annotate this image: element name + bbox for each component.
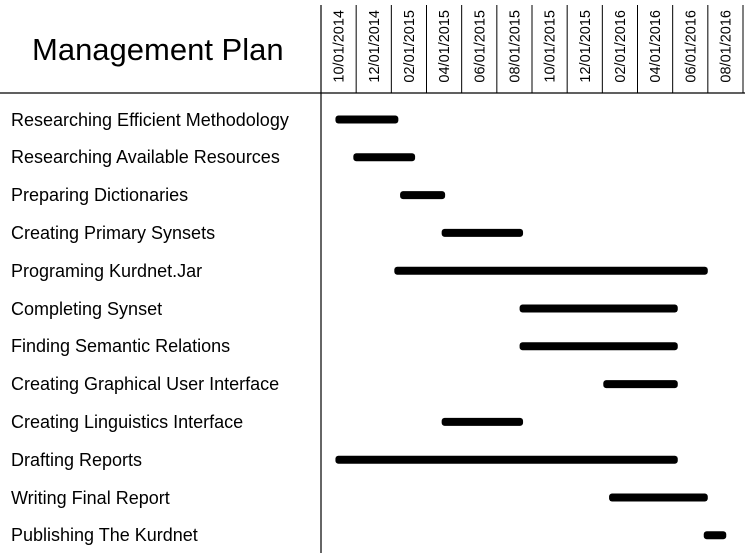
task-label: Finding Semantic Relations — [11, 336, 231, 357]
tick-label: 04/01/2015 — [437, 10, 453, 83]
task-bar — [603, 380, 678, 389]
task-label: Publishing The Kurdnet — [11, 525, 198, 546]
tick-label: 12/01/2015 — [578, 10, 594, 83]
task-label: Drafting Reports — [11, 449, 143, 470]
tick-label: 10/01/2015 — [543, 10, 559, 83]
task-label: Writing Final Report — [11, 487, 170, 508]
task-label: Researching Available Resources — [11, 147, 280, 168]
task-bar — [441, 417, 524, 426]
task-bar — [609, 493, 708, 502]
task-label: Creating Graphical User Interface — [11, 374, 280, 395]
task-label: Completing Synset — [11, 298, 163, 319]
task-bar — [353, 153, 416, 162]
tick-label: 08/01/2016 — [718, 10, 734, 83]
chart-title: Management Plan — [32, 32, 284, 67]
task-bar — [335, 455, 678, 464]
task-label: Researching Efficient Methodology — [11, 109, 289, 130]
tick-label: 04/01/2016 — [648, 10, 664, 83]
tick-label: 10/01/2014 — [332, 10, 348, 83]
task-bar — [441, 228, 524, 237]
task-label: Creating Primary Synsets — [11, 222, 216, 243]
tick-label: 02/01/2016 — [613, 10, 629, 83]
tick-label: 12/01/2014 — [367, 10, 383, 83]
task-label: Preparing Dictionaries — [11, 185, 189, 206]
task-bar — [519, 304, 678, 313]
task-bar — [400, 191, 446, 200]
task-label: Creating Linguistics Interface — [11, 411, 244, 432]
task-bar — [335, 115, 399, 124]
task-label: Programing Kurdnet.Jar — [11, 260, 203, 281]
tick-label: 06/01/2016 — [683, 10, 699, 83]
task-bar — [703, 531, 727, 540]
task-bar — [519, 342, 678, 351]
tick-label: 06/01/2015 — [472, 10, 488, 83]
tick-label: 02/01/2015 — [402, 10, 418, 83]
tick-label: 08/01/2015 — [507, 10, 523, 83]
task-bar — [394, 266, 708, 275]
